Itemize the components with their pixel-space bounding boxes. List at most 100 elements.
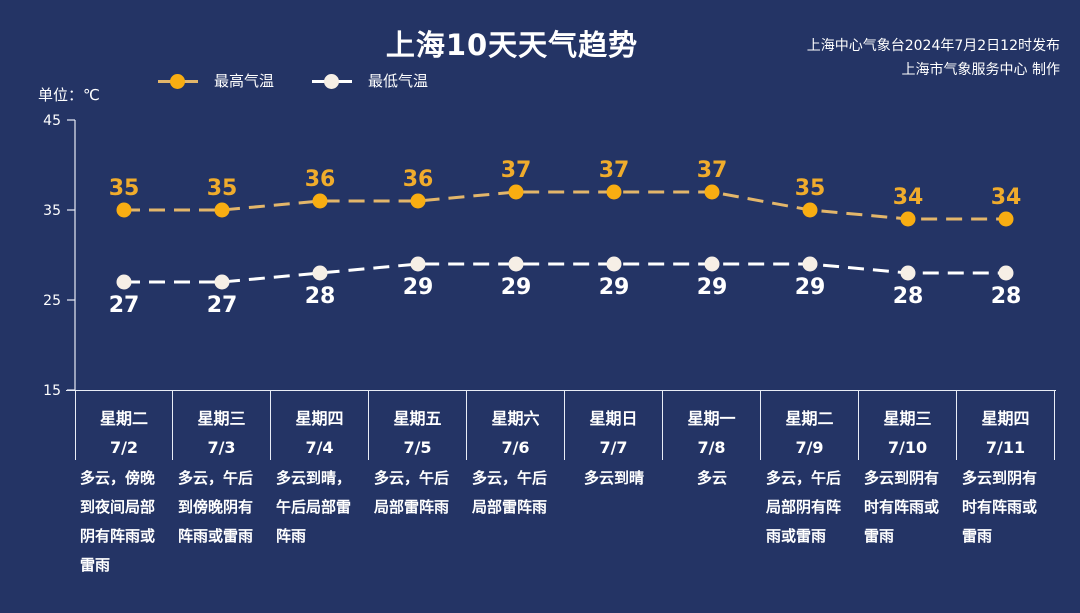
weather-desc-line: 时有阵雨或 [864, 498, 940, 516]
day-date: 7/3 [207, 438, 236, 457]
forecast-day: 星期四 7/4 多云到晴， 午后局部雷阵雨 [271, 390, 369, 580]
weather-desc-line: 雷雨 [80, 556, 111, 574]
day-weather-desc: 多云，午后局部雷阵雨 [369, 460, 468, 522]
weather-desc-line: 阴有阵雨或 [80, 527, 156, 545]
high-temp-label: 37 [599, 158, 630, 183]
day-weekday: 星期四 [295, 409, 344, 428]
high-temp-label: 34 [991, 185, 1022, 210]
low-temp-point[interactable] [704, 256, 720, 272]
low-temp-point[interactable] [900, 265, 916, 281]
day-weather-desc: 多云 [663, 460, 761, 493]
forecast-day: 星期二 7/2 多云，傍晚到夜间局部阴有阵雨或雷雨 [75, 390, 173, 580]
legend-label-high: 最高气温 [214, 72, 275, 90]
y-tick-label: 35 [43, 203, 61, 219]
high-temp-label: 35 [795, 176, 826, 201]
day-weekday: 星期二 [785, 409, 834, 428]
high-temp-point[interactable] [998, 211, 1014, 227]
weather-desc-line: 多云，午后 [472, 469, 548, 487]
day-weekday: 星期二 [99, 409, 148, 428]
day-date: 7/8 [697, 438, 726, 457]
low-temp-label: 29 [599, 275, 630, 300]
high-temp-point[interactable] [508, 184, 524, 200]
weather-desc-line: 多云，午后 [374, 469, 450, 487]
day-date: 7/10 [887, 438, 928, 457]
weather-desc-line: 局部雷阵雨 [472, 498, 548, 516]
high-temp-point[interactable] [900, 211, 916, 227]
high-temp-point[interactable] [410, 193, 426, 209]
high-temp-point[interactable] [704, 184, 720, 200]
high-temp-label: 37 [697, 158, 728, 183]
low-temp-label: 27 [207, 293, 238, 318]
issuer-line-2: 上海市气象服务中心 制作 [901, 62, 1060, 78]
day-weather-desc: 多云到阴有 时有阵雨或 雷雨 [859, 460, 958, 551]
weather-desc-line: 局部雷阵雨 [374, 498, 450, 516]
day-header: 星期五 7/5 [369, 390, 467, 460]
low-temp-point[interactable] [312, 265, 328, 281]
low-temp-point[interactable] [802, 256, 818, 272]
y-tick-label: 45 [43, 113, 61, 129]
weather-desc-line: 多云到阴有 [864, 469, 940, 487]
forecast-day: 星期二 7/9 多云，午后 局部阴有阵 雨或雷雨 [761, 390, 859, 580]
chart-legend: 最高气温 最低气温 [158, 70, 466, 91]
low-temp-point[interactable] [606, 256, 622, 272]
low-temp-label: 29 [403, 275, 434, 300]
legend-item-high[interactable]: 最高气温 [158, 70, 274, 91]
day-weather-desc: 多云，午后 到傍晚阴有 阵雨或雷雨 [173, 460, 272, 551]
low-temp-point[interactable] [214, 274, 230, 290]
unit-label: 单位：℃ [38, 86, 100, 104]
low-temp-label: 28 [305, 284, 336, 309]
weather-desc-line: 多云 [696, 469, 727, 487]
day-header: 星期三 7/10 [859, 390, 957, 460]
day-weather-desc: 多云，午后局部雷阵雨 [467, 460, 566, 522]
day-date: 7/2 [109, 438, 139, 457]
low-temp-label: 28 [991, 284, 1022, 309]
day-weekday: 星期六 [491, 409, 540, 428]
day-weekday: 星期一 [687, 409, 736, 428]
forecast-day: 星期一 7/8 多云 [663, 390, 761, 580]
day-weekday: 星期四 [981, 409, 1030, 428]
series-labels: 35 35 36 36 37 37 37 35 34 34 27 27 28 29 29 29 29 29 28 28 [109, 158, 1022, 318]
day-date: 7/4 [305, 438, 334, 457]
high-temp-point[interactable] [312, 193, 328, 209]
day-header: 星期四 7/4 [271, 390, 369, 460]
day-header: 星期二 7/9 [761, 390, 859, 460]
low-temp-point[interactable] [410, 256, 426, 272]
weather-desc-line: 多云，傍晚 [80, 469, 156, 487]
day-date: 7/7 [599, 438, 628, 457]
low-temp-point[interactable] [116, 274, 132, 290]
high-temp-point[interactable] [214, 202, 230, 218]
weather-desc-line: 午后局部雷 [276, 498, 352, 516]
high-temp-point[interactable] [116, 202, 132, 218]
high-temp-point[interactable] [606, 184, 622, 200]
forecast-day: 星期四 7/11 多云到阴有 时有阵雨或 雷雨 [957, 390, 1055, 580]
low-temp-label: 27 [109, 293, 140, 318]
high-temp-label: 35 [109, 176, 140, 201]
low-temp-line [124, 262, 1006, 284]
issuer-info: 上海中心气象台2024年7月2日12时发布 上海市气象服务中心 制作 [807, 34, 1060, 82]
weather-desc-line: 阵雨或雷雨 [178, 527, 254, 545]
day-header: 星期日 7/7 [565, 390, 663, 460]
weather-desc-line: 雷雨 [962, 527, 993, 545]
low-temp-point[interactable] [998, 265, 1014, 281]
forecast-days: 星期二 7/2 多云，傍晚 到夜间局部 阴有阵雨或 雷雨 星期三 7/3 多云，午后 到傍晚阴有阵… [75, 390, 1055, 580]
weather-desc-line: 多云到晴， [276, 469, 352, 487]
high-temp-point[interactable] [802, 202, 818, 218]
weather-desc-line: 局部阴有阵 [766, 498, 842, 516]
forecast-day: 星期三 7/10 多云到阴有 时有阵雨或 雷雨 [859, 390, 957, 580]
weather-desc-line: 雨或雷雨 [766, 527, 827, 545]
low-line-marker-icon [312, 71, 353, 91]
weather-desc-line: 到夜间局部 [80, 498, 156, 516]
y-tick-label: 15 [43, 383, 61, 399]
low-temp-label: 29 [697, 275, 728, 300]
high-temp-label: 37 [501, 158, 532, 183]
day-weekday: 星期三 [883, 409, 932, 428]
day-weather-desc: 多云到晴 [565, 460, 663, 493]
forecast-day: 星期日 7/7 多云到晴 [565, 390, 663, 580]
high-temp-label: 36 [305, 167, 336, 192]
day-header: 星期二 7/2 [75, 390, 173, 460]
legend-item-low[interactable]: 最低气温 [312, 70, 428, 91]
weather-desc-line: 时有阵雨或 [962, 498, 1038, 516]
low-temp-point[interactable] [508, 256, 524, 272]
weather-desc-line: 阵雨 [276, 527, 307, 545]
day-date: 7/6 [501, 438, 530, 457]
